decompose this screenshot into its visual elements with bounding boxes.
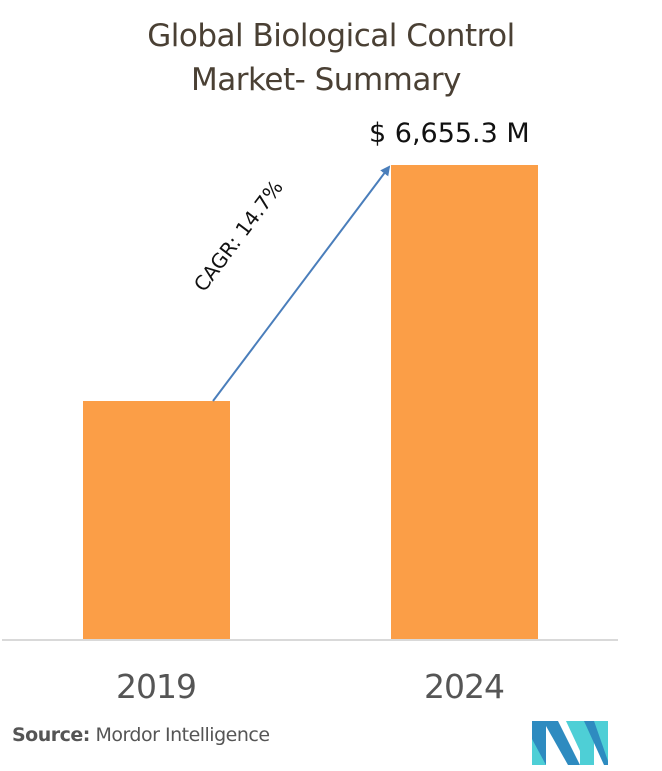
source-note: Source: Mordor Intelligence [12, 724, 270, 746]
bar-2024 [391, 165, 538, 640]
x-label-2024: 2024 [424, 667, 505, 706]
source-text: Mordor Intelligence [95, 724, 270, 746]
x-axis-line [2, 639, 618, 641]
x-label-2019: 2019 [116, 667, 197, 706]
mordor-logo-icon [532, 721, 608, 765]
source-prefix: Source: [12, 724, 90, 746]
chart-title: Global Biological Control Market- Summar… [0, 14, 662, 102]
bar-2019 [83, 401, 230, 640]
title-line-2: Market- Summary [191, 62, 461, 98]
title-line-1: Global Biological Control [147, 18, 515, 54]
value-label-2024: $ 6,655.3 M [369, 118, 530, 149]
